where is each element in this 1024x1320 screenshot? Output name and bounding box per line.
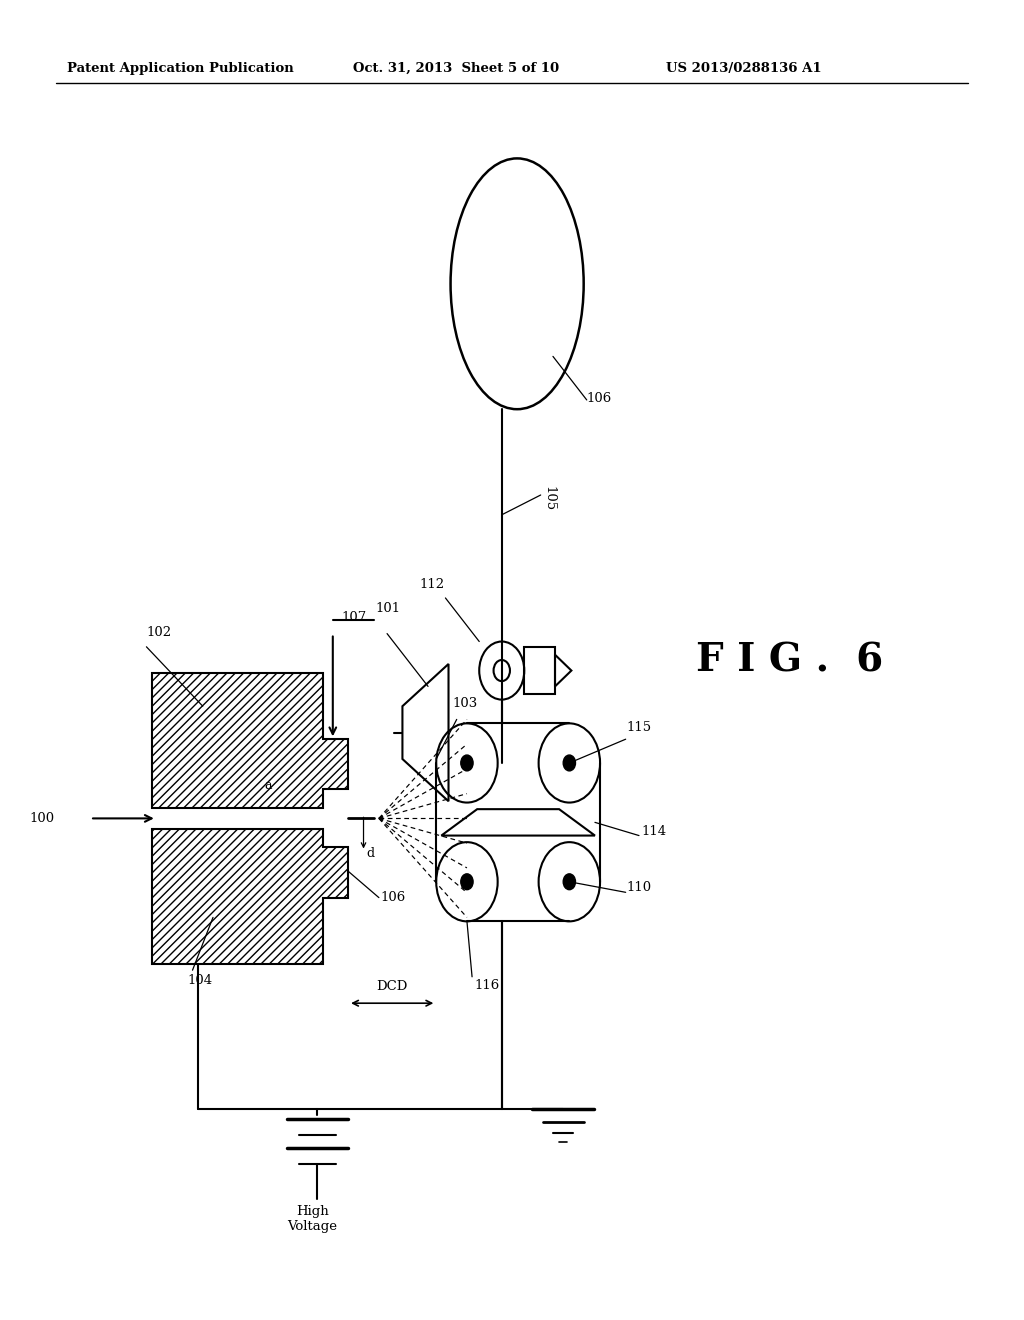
Circle shape	[563, 755, 575, 771]
Text: 107: 107	[341, 611, 367, 624]
Text: High
Voltage: High Voltage	[288, 1205, 337, 1233]
Text: 102: 102	[146, 626, 172, 639]
Polygon shape	[152, 829, 348, 964]
Text: 114: 114	[641, 825, 667, 838]
Text: 106: 106	[381, 891, 407, 904]
Circle shape	[461, 874, 473, 890]
Text: DCD: DCD	[377, 979, 408, 993]
Text: 115: 115	[627, 721, 652, 734]
Text: 112: 112	[420, 578, 445, 591]
Text: F I G .  6: F I G . 6	[696, 642, 884, 678]
Circle shape	[563, 874, 575, 890]
Polygon shape	[152, 673, 348, 808]
Text: 116: 116	[474, 979, 500, 993]
Text: 105: 105	[543, 486, 556, 511]
Text: 101: 101	[376, 602, 401, 615]
Text: US 2013/0288136 A1: US 2013/0288136 A1	[666, 62, 821, 75]
Text: 103: 103	[453, 697, 478, 710]
Text: a: a	[264, 779, 272, 792]
Text: 104: 104	[187, 974, 213, 987]
Text: d: d	[367, 847, 375, 861]
Circle shape	[461, 755, 473, 771]
Text: Patent Application Publication: Patent Application Publication	[67, 62, 293, 75]
Text: 110: 110	[627, 880, 652, 894]
Text: Oct. 31, 2013  Sheet 5 of 10: Oct. 31, 2013 Sheet 5 of 10	[353, 62, 559, 75]
Text: 106: 106	[587, 392, 612, 405]
Text: 100: 100	[29, 812, 54, 825]
